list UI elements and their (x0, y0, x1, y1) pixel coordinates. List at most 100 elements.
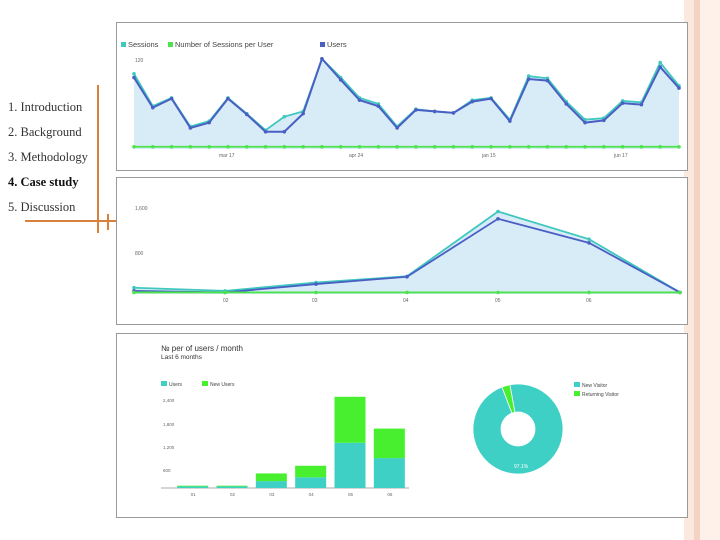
data-point (188, 126, 193, 130)
series-line-users (133, 56, 680, 133)
bar-users (295, 477, 327, 488)
x-tick-label: apr 24 (349, 153, 363, 159)
legend-label-returning-visitor: Returning Visitor (582, 392, 619, 398)
chart-panel-monthly: 1,600 800 02 03 04 05 06 (116, 177, 688, 325)
data-point (244, 112, 249, 117)
data-point (132, 144, 136, 149)
x-tick-label: 02 (223, 298, 229, 304)
chart-panel-sessions: Sessions Number of Sessions per User Use… (116, 22, 688, 171)
data-point (226, 144, 230, 149)
data-point (207, 144, 211, 149)
x-tick-label: jun 17 (613, 153, 628, 159)
data-point (132, 285, 136, 290)
chart-panel-users-month: № per of users / month Last 6 months Use… (116, 333, 688, 518)
data-point (301, 144, 305, 149)
data-point (658, 60, 663, 65)
data-point (470, 99, 475, 104)
data-point (496, 217, 500, 221)
x-tick-label: 06 (586, 298, 592, 304)
data-point (395, 126, 399, 130)
x-tick-label: 04 (309, 492, 315, 497)
data-point (496, 209, 500, 214)
data-point (282, 144, 287, 149)
x-tick-label: 03 (269, 492, 275, 497)
data-point (132, 75, 136, 80)
data-point (150, 105, 155, 110)
slide-stripe-light (684, 0, 694, 540)
outline-item: 3. Methodology (8, 150, 88, 164)
bar-new-users (295, 465, 327, 478)
legend-label-users: Users (327, 40, 347, 49)
data-point (263, 144, 268, 149)
data-point (508, 119, 512, 123)
data-point (451, 144, 456, 149)
data-point (602, 144, 606, 149)
bar-users (177, 486, 209, 488)
x-tick-label: 04 (403, 298, 409, 304)
data-point (489, 144, 493, 149)
x-tick-label: 05 (348, 492, 354, 497)
data-point (564, 102, 569, 106)
data-point (320, 56, 324, 61)
bar-new-users (255, 473, 287, 482)
y-tick-label: 800 (135, 251, 144, 257)
data-point (545, 78, 550, 83)
data-point (405, 274, 409, 279)
legend-swatch-users (320, 42, 325, 47)
data-point (658, 144, 663, 149)
y-tick-label: 1,600 (135, 206, 148, 212)
y-tick-label: 1,200 (163, 445, 175, 450)
bar-new-users (177, 485, 209, 487)
outline-connector-horizontal (25, 220, 121, 222)
data-point (583, 120, 587, 125)
legend-swatch-returning-visitor (574, 391, 580, 396)
data-point (432, 144, 437, 149)
bar-users (216, 486, 248, 488)
outline-item-active: 4. Case study (8, 175, 79, 189)
legend-label-sessions-per-user: Number of Sessions per User (175, 40, 274, 49)
data-point (405, 290, 409, 295)
data-point (320, 144, 324, 149)
outline-connector-tick (107, 214, 109, 230)
data-point (602, 118, 606, 123)
data-point (376, 104, 381, 108)
legend-label-new-users: New Users (210, 382, 235, 388)
data-point (639, 102, 644, 107)
outline-item: 2. Background (8, 125, 82, 139)
data-point (678, 290, 682, 295)
data-point (357, 98, 362, 102)
users-bar-chart: № per of users / month Last 6 months Use… (161, 344, 619, 497)
donut-slice-new-visitor (472, 383, 564, 475)
legend-label-new-visitor: New Visitor (582, 383, 608, 389)
data-point (620, 101, 625, 105)
legend-swatch-sessions-per-user (168, 42, 173, 47)
data-point (188, 144, 193, 149)
y-tick-label: 1,800 (163, 422, 175, 427)
legend-label-users: Users (169, 382, 183, 388)
bar-users (255, 481, 287, 488)
data-point (526, 144, 531, 149)
sessions-area (134, 58, 679, 150)
data-point (132, 72, 136, 76)
x-tick-label: 05 (495, 298, 501, 304)
data-point (357, 144, 362, 149)
bar-chart-title: № per of users / month (161, 344, 243, 353)
bar-chart-subtitle: Last 6 months (161, 354, 203, 361)
x-tick-label: 03 (312, 298, 318, 304)
data-point (282, 114, 287, 119)
bar-new-users (373, 428, 405, 459)
slide-stripe-mid (694, 0, 700, 540)
data-point (132, 290, 136, 295)
data-point (587, 237, 591, 241)
sessions-area (134, 211, 680, 294)
data-point (282, 129, 287, 134)
monthly-line-chart: 1,600 800 02 03 04 05 06 (132, 206, 682, 304)
data-point (301, 111, 305, 116)
sessions-line-chart: Sessions Number of Sessions per User Use… (121, 40, 681, 159)
data-point (244, 144, 249, 149)
bar-users (334, 442, 366, 488)
data-point (451, 111, 456, 115)
data-point (223, 290, 227, 295)
x-tick-label: 01 (191, 492, 197, 497)
data-point (338, 144, 343, 149)
